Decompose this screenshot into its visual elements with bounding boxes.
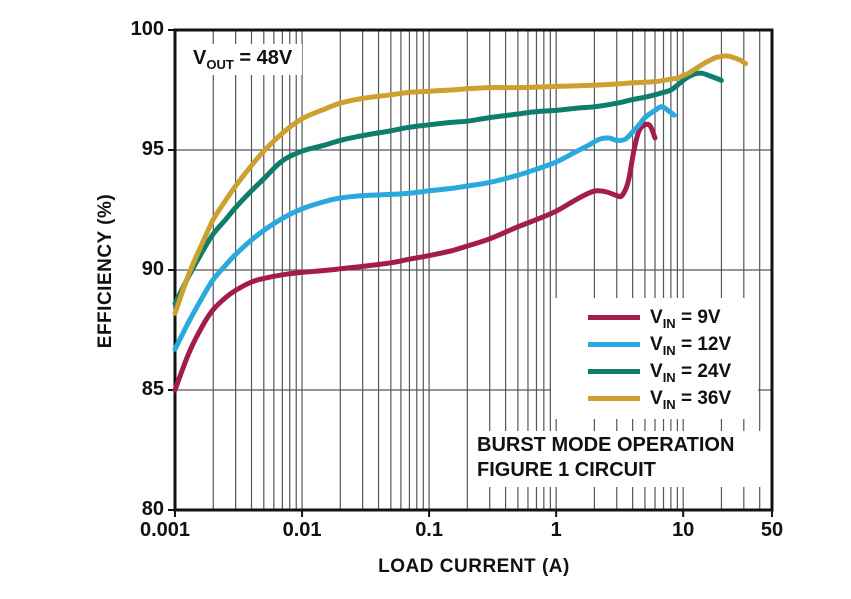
legend-label-prefix: V	[650, 387, 663, 409]
x-tick-0p01: 0.01	[282, 519, 322, 541]
curve-vin-12v	[172, 104, 677, 352]
legend-row-vin-24v: VIN = 24V	[551, 358, 758, 385]
vout-annotation: VOUT = 48V	[183, 44, 303, 75]
legend-swatch-vin-9v	[588, 315, 640, 320]
legend: VIN = 9V VIN = 12V VIN = 24V VIN = 36V	[551, 298, 758, 419]
legend-swatch-vin-12v	[588, 342, 640, 347]
x-axis-title: LOAD CURRENT (A)	[378, 556, 570, 577]
curve-vin-36v	[172, 53, 749, 316]
y-tick-85: 85	[141, 378, 164, 401]
legend-label-subscript: IN	[662, 369, 676, 385]
legend-label-subscript: IN	[662, 315, 676, 331]
legend-label-rest: = 12V	[675, 333, 732, 355]
legend-swatch-vin-24v	[588, 369, 640, 374]
note-line-1: BURST MODE OPERATION	[477, 434, 735, 456]
legend-label-prefix: V	[650, 360, 663, 382]
vout-prefix: V	[193, 47, 207, 69]
frame-rect	[173, 28, 774, 512]
legend-row-vin-36v: VIN = 36V	[551, 385, 758, 412]
legend-label-vin-36v: VIN = 36V	[650, 387, 732, 412]
y-tick-90: 90	[141, 258, 164, 281]
curve-vin-24v	[172, 70, 724, 307]
operation-note: BURST MODE OPERATION FIGURE 1 CIRCUIT	[472, 431, 769, 487]
vout-rest: = 48V	[233, 47, 293, 69]
legend-swatch-vin-36v	[588, 396, 640, 401]
plot-frame	[173, 28, 774, 512]
legend-label-subscript: IN	[662, 396, 676, 412]
x-tick-1: 1	[550, 519, 562, 541]
legend-label-prefix: V	[650, 306, 663, 328]
x-tick-50: 50	[760, 519, 784, 541]
legend-label-vin-9v: VIN = 9V	[650, 306, 721, 331]
legend-label-subscript: IN	[662, 342, 676, 358]
legend-row-vin-9v: VIN = 9V	[551, 304, 758, 331]
legend-label-vin-24v: VIN = 24V	[650, 360, 732, 385]
y-tick-95: 95	[141, 138, 164, 161]
data-curves	[172, 53, 749, 393]
vout-subscript: OUT	[206, 57, 234, 72]
legend-label-rest: = 9V	[675, 306, 721, 328]
legend-label-vin-12v: VIN = 12V	[650, 333, 732, 358]
legend-label-rest: = 24V	[675, 360, 732, 382]
y-tick-80: 80	[141, 498, 164, 521]
legend-label-prefix: V	[650, 333, 663, 355]
x-tick-10: 10	[672, 519, 695, 541]
x-tick-0p1: 0.1	[415, 519, 443, 541]
x-tick-0p001: 0.001	[139, 519, 191, 541]
legend-row-vin-12v: VIN = 12V	[551, 331, 758, 358]
note-line-2: FIGURE 1 CIRCUIT	[477, 459, 656, 481]
curve-vin-9v	[172, 121, 658, 393]
y-tick-100: 100	[130, 18, 164, 41]
legend-label-rest: = 36V	[675, 387, 732, 409]
y-axis-title: EFFICIENCY (%)	[95, 193, 116, 349]
gridlines	[175, 30, 772, 510]
